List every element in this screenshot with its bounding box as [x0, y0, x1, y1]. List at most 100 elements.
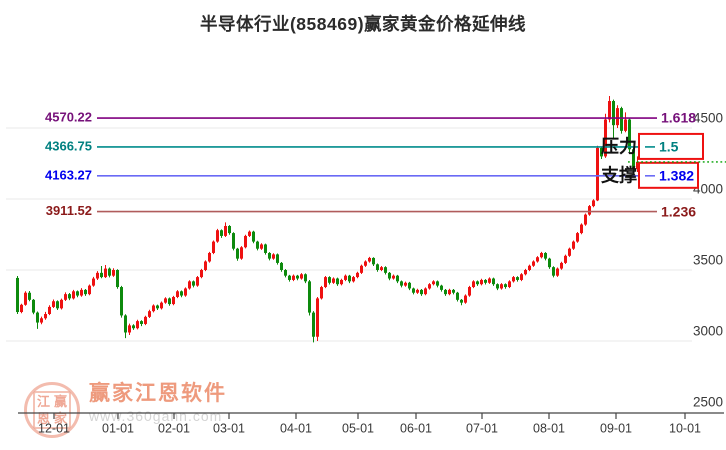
candle [500, 284, 503, 289]
candle [344, 275, 347, 280]
candle [264, 244, 267, 253]
candle [464, 295, 467, 303]
price-level-label: 3911.52 [46, 203, 92, 218]
x-axis-label: 08-01 [533, 421, 565, 435]
candle [368, 257, 371, 262]
candle [224, 225, 227, 236]
candle [200, 270, 203, 278]
candle [124, 315, 127, 333]
candle [508, 281, 511, 288]
candle [352, 277, 355, 282]
candle [568, 248, 571, 256]
candle [480, 279, 483, 285]
candle [288, 275, 291, 280]
candle [456, 292, 459, 300]
candle [32, 299, 35, 313]
candle [120, 287, 123, 316]
candle [384, 267, 387, 273]
candle [524, 270, 527, 275]
x-axis-label: 12-01 [38, 421, 70, 435]
resistance-label: 压力 [601, 137, 637, 157]
candle [20, 304, 23, 313]
candle [196, 277, 199, 286]
candle [512, 277, 515, 282]
candle [92, 278, 95, 286]
candle [208, 252, 211, 262]
candle [324, 277, 327, 288]
candle [404, 282, 407, 286]
candle [220, 230, 223, 236]
candle [532, 261, 535, 266]
candle [320, 287, 323, 299]
candle [28, 292, 31, 300]
candle [296, 275, 299, 279]
candle [612, 101, 615, 126]
candle [460, 299, 463, 303]
candle [164, 298, 167, 303]
candle [356, 272, 359, 278]
candle [56, 301, 59, 309]
candle [504, 284, 507, 288]
ratio-label: 1.618 [661, 110, 696, 126]
candle [360, 265, 363, 273]
candle [60, 299, 63, 309]
candle [544, 252, 547, 259]
x-axis-label: 07-01 [466, 421, 498, 435]
candle [332, 278, 335, 283]
x-axis-label: 01-01 [102, 421, 134, 435]
candle [300, 274, 303, 279]
candle [472, 281, 475, 288]
candle [216, 230, 219, 242]
candle [148, 311, 151, 317]
candle [180, 291, 183, 296]
candle [520, 274, 523, 280]
candle [272, 254, 275, 259]
candle [408, 282, 411, 289]
candle [340, 279, 343, 285]
watermark-url: www.360gann.com [89, 408, 223, 425]
candle [596, 147, 599, 201]
ratio-label: 1.236 [661, 203, 696, 219]
candle [364, 261, 367, 266]
y-axis-label: 3000 [693, 324, 723, 339]
candle [112, 270, 115, 276]
candle [388, 272, 391, 279]
candle [488, 278, 491, 283]
candle [468, 287, 471, 296]
candle [16, 277, 19, 313]
seal-char: 恩 [36, 411, 50, 426]
seal-char: 赢 [53, 394, 67, 409]
candle [176, 291, 179, 297]
candle [536, 257, 539, 262]
candle [448, 289, 451, 295]
ratio-label: 1.382 [659, 168, 694, 184]
candle [424, 288, 427, 295]
x-axis-label: 03-01 [213, 421, 245, 435]
seal-char: 江 [36, 394, 50, 409]
candle [328, 277, 331, 283]
chart-title: 半导体行业(858469)赢家黄金价格延伸线 [199, 14, 527, 34]
resistance-box[interactable] [638, 132, 704, 160]
seal-logo-icon: 江 赢 恩 家 [24, 382, 80, 438]
candle [308, 281, 311, 313]
candle [452, 289, 455, 293]
candle [336, 278, 339, 285]
candle [88, 285, 91, 295]
candle [40, 318, 43, 323]
y-axis-label: 4000 [693, 182, 723, 197]
candle [104, 268, 107, 278]
candle [44, 314, 47, 319]
candle [52, 301, 55, 307]
candle [564, 255, 567, 263]
candle [284, 270, 287, 276]
candle [412, 288, 415, 293]
candle [552, 267, 555, 276]
candle [316, 298, 319, 337]
candle [444, 289, 447, 295]
candle [312, 312, 315, 337]
y-axis-label: 4500 [693, 111, 723, 126]
support-label: 支撑 [600, 165, 637, 186]
candle [608, 101, 611, 120]
candle [604, 119, 607, 157]
